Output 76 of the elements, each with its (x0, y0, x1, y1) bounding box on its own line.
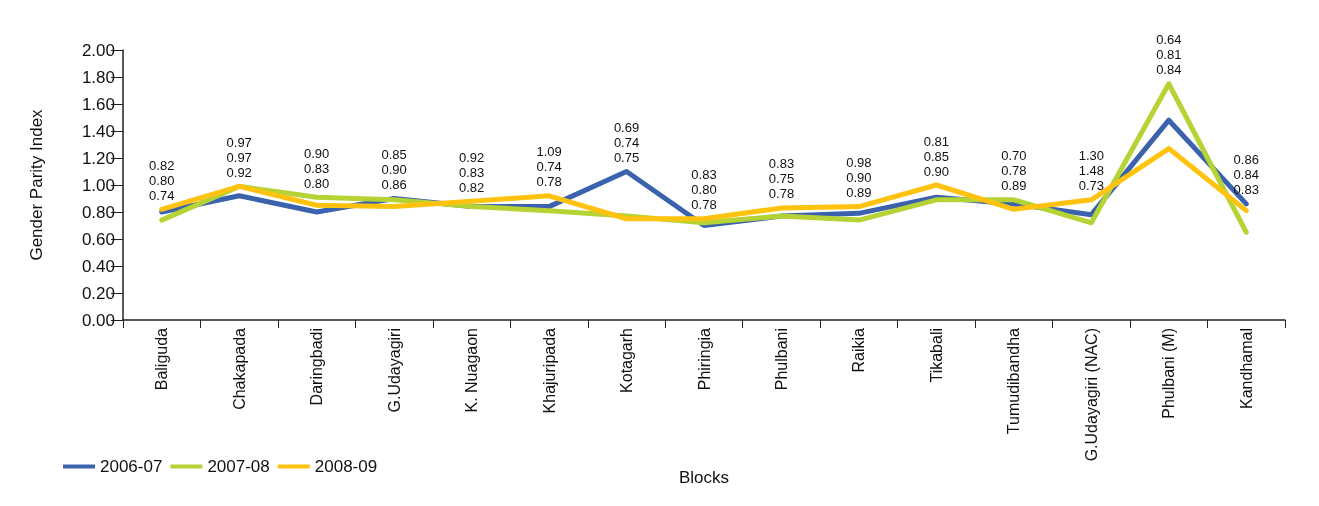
x-tick-label: Baliguda (153, 327, 171, 391)
x-tick-label: Phulbani (772, 328, 790, 391)
annotation: 0.89 (1001, 178, 1027, 194)
y-tick-label: 1.40 (81, 121, 115, 141)
y-tick-label: 0.20 (81, 283, 115, 303)
y-tick-label: 1.60 (81, 94, 115, 114)
annotation: 0.82 (458, 179, 485, 195)
annotation: 0.84 (1156, 62, 1182, 78)
annotation: 0.92 (458, 149, 485, 165)
y-tick-label: 0.80 (81, 202, 115, 222)
y-tick-label: 2.00 (81, 40, 115, 60)
annotation: 0.83 (304, 160, 330, 176)
annotation: 0.74 (149, 187, 175, 203)
annotation: 0.83 (768, 156, 795, 172)
legend-label: 2007-08 (207, 457, 270, 476)
annotation: 0.74 (536, 159, 562, 175)
annotation: 0.90 (381, 162, 407, 177)
annotation: 0.92 (226, 164, 252, 180)
x-tick-label: Tumudibandha (1005, 327, 1023, 435)
annotation: 0.97 (226, 149, 252, 165)
annotation: 0.84 (1233, 167, 1259, 183)
y-tick-label: 0.00 (81, 310, 115, 330)
y-tick-label: 1.00 (81, 175, 115, 195)
y-axis-title: Gender Parity Index (27, 108, 46, 261)
y-tick-label: 1.20 (81, 148, 115, 168)
annotation: 0.83 (691, 167, 717, 183)
annotation: 0.69 (613, 120, 640, 135)
annotation: 0.82 (149, 157, 175, 173)
annotation: 0.75 (613, 150, 640, 165)
annotation: 0.78 (1001, 163, 1027, 179)
annotation: 0.83 (1233, 182, 1259, 198)
annotation: 0.97 (226, 134, 252, 150)
annotation: 0.90 (923, 163, 950, 179)
y-tick-label: 0.40 (81, 256, 115, 276)
x-axis-title: Blocks (678, 468, 730, 488)
x-tick-label: Tikabali (927, 328, 945, 383)
x-tick-label: Daringbadi (308, 328, 326, 406)
annotation: 0.80 (149, 172, 175, 188)
annotation: 0.80 (691, 182, 717, 198)
annotation: 0.78 (536, 174, 562, 190)
annotation: 0.78 (768, 186, 795, 202)
annotation: 0.81 (1156, 47, 1182, 63)
annotation: 0.89 (846, 185, 872, 201)
annotation: 0.98 (846, 155, 872, 171)
x-tick-label: Chakapada (230, 327, 248, 410)
legend-label: 2008-09 (314, 457, 378, 476)
x-tick-label: Raikia (850, 327, 868, 373)
annotation: 0.85 (923, 148, 950, 164)
x-tick-label: Kandhamal (1237, 328, 1255, 409)
annotation: 0.80 (304, 175, 330, 191)
annotation: 0.74 (613, 135, 640, 150)
annotation: 0.90 (846, 170, 872, 186)
annotation: 0.86 (381, 177, 407, 192)
legend-label: 2006-07 (100, 457, 163, 476)
text: 0.64 (1156, 32, 1182, 48)
annotation: 0.70 (1001, 148, 1027, 164)
annotation: 0.85 (381, 147, 407, 162)
annotation: 0.78 (691, 197, 717, 213)
annotation: 0.75 (768, 171, 795, 187)
annotation: 0.83 (458, 164, 485, 180)
annotation: 1.09 (536, 144, 562, 160)
y-tick-label: 0.60 (81, 229, 115, 249)
annotation: 0.81 (923, 133, 950, 149)
annotation: 1.30 (1078, 148, 1104, 164)
annotation: 0.90 (304, 145, 330, 161)
annotation: 0.73 (1078, 178, 1104, 194)
x-tick-label: Phiringia (695, 327, 713, 391)
x-tick-label: Kotagarh (618, 328, 636, 393)
y-tick-label: 1.80 (81, 67, 115, 87)
x-tick-label: G.Udayagiri (NAC) (1082, 328, 1100, 462)
x-tick-label: Phulbani (M) (1160, 328, 1178, 419)
x-tick-label: K. Nuagaon (463, 328, 481, 413)
annotation: 0.86 (1233, 152, 1259, 168)
x-tick-label: Khajuripada (540, 327, 558, 414)
annotation: 1.48 (1078, 163, 1104, 179)
x-tick-label: G.Udayagiri (385, 328, 403, 413)
